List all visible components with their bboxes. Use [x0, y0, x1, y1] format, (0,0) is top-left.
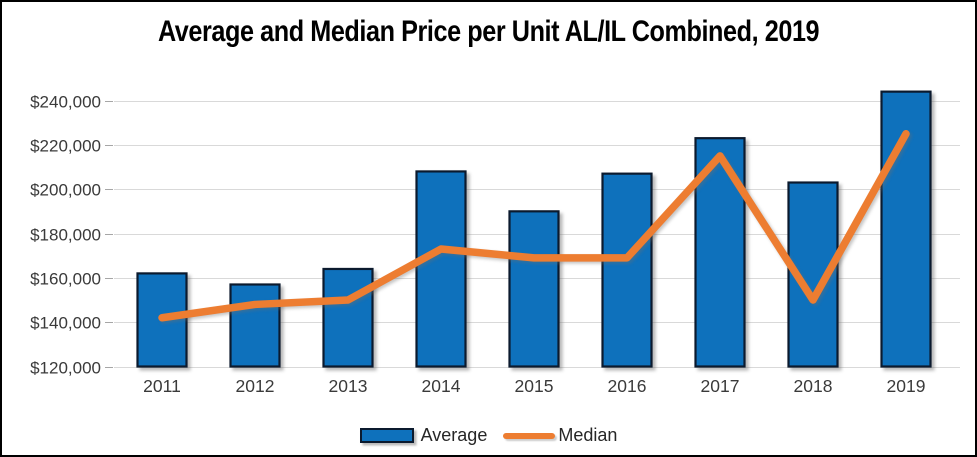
bar-2012	[229, 283, 281, 368]
legend-median-swatch-icon	[503, 432, 556, 439]
x-axis-label-2017: 2017	[701, 376, 740, 396]
legend-median-label: Median	[558, 425, 618, 445]
y-axis-label-240000: $240,000	[30, 93, 101, 112]
x-axis-label-2019: 2019	[887, 376, 926, 396]
y-axis-label-180000: $180,000	[30, 226, 101, 245]
bar-2016	[601, 172, 653, 368]
x-axis-label-2011: 2011	[143, 376, 181, 396]
bar-2014	[415, 170, 467, 368]
y-axis-label-120000: $120,000	[30, 359, 101, 378]
x-axis-label-2015: 2015	[515, 376, 554, 396]
bar-2015	[508, 210, 560, 368]
median-line	[158, 130, 910, 322]
legend-average-label: Average	[420, 425, 488, 445]
y-axis-label-140000: $140,000	[30, 314, 101, 333]
legend: Average Median	[2, 425, 975, 446]
legend-item-average: Average	[359, 425, 488, 446]
bar-2013	[322, 267, 374, 368]
legend-item-median: Median	[503, 425, 617, 446]
y-axis-label-200000: $200,000	[30, 181, 101, 200]
x-axis-label-2016: 2016	[608, 376, 647, 396]
x-axis-label-2014: 2014	[422, 376, 461, 396]
bar-2011	[136, 272, 188, 368]
y-axis-label-220000: $220,000	[30, 137, 101, 156]
x-axis-label-2018: 2018	[794, 376, 833, 396]
x-axis-label-2012: 2012	[236, 376, 275, 396]
legend-average-swatch-icon	[359, 428, 414, 443]
x-axis-label-2013: 2013	[329, 376, 368, 396]
y-axis-label-160000: $160,000	[30, 270, 101, 289]
